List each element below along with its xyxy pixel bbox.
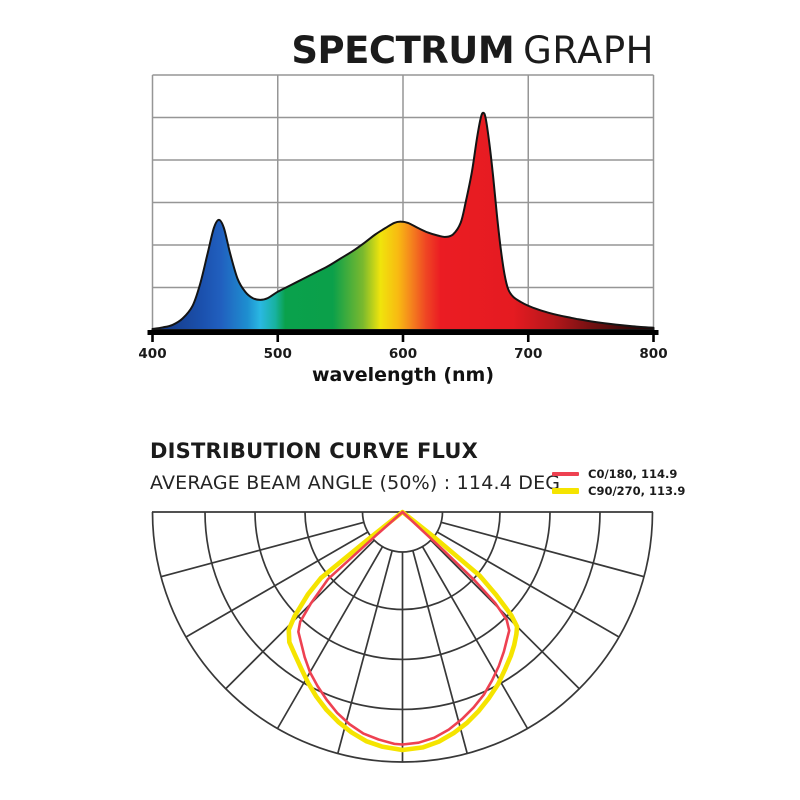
page-title: SPECTRUM GRAPH xyxy=(291,32,654,69)
polar-grid xyxy=(151,511,654,763)
polar-radial-line xyxy=(430,539,580,690)
polar-radial-line xyxy=(440,521,645,578)
polar-radial-line xyxy=(412,550,469,754)
x-tick-label: 700 xyxy=(514,346,542,362)
legend-swatch-red-line xyxy=(552,471,579,476)
polar-radial-line xyxy=(160,521,365,578)
distribution-curve-c90-270 xyxy=(286,509,520,753)
wavelength-axis-title: wavelength (nm) xyxy=(311,364,495,386)
distribution-chart xyxy=(151,509,654,763)
legend-item-c0-180: C0/180, 114.9 xyxy=(552,466,685,481)
polar-radial-line xyxy=(185,531,369,638)
polar-radial-line xyxy=(436,531,620,638)
x-tick-label: 600 xyxy=(389,346,417,362)
distribution-curve-c0-180 xyxy=(297,510,511,746)
x-tick-label: 400 xyxy=(138,346,166,362)
x-axis-ticks: 400 500 600 700 800 xyxy=(138,335,668,362)
legend-item-c90-270: C90/270, 113.9 xyxy=(552,483,686,498)
distribution-subtitle: AVERAGE BEAM ANGLE (50%) : 114.4 DEG xyxy=(150,472,561,494)
polar-radial-line xyxy=(336,550,393,754)
legend-label-c90-270: C90/270, 113.9 xyxy=(588,483,686,498)
distribution-legend: C0/180, 114.9 C90/270, 113.9 xyxy=(552,466,686,498)
distribution-title: DISTRIBUTION CURVE FLUX xyxy=(150,439,478,463)
x-tick-label: 800 xyxy=(639,346,667,362)
polar-radial-line xyxy=(225,539,375,690)
legend-swatch-yellow-line xyxy=(552,487,579,494)
page-title-strong: SPECTRUM xyxy=(291,29,515,72)
polar-radial-line xyxy=(421,546,529,729)
legend-label-c0-180: C0/180, 114.9 xyxy=(588,466,678,481)
spectrum-chart: 400 500 600 700 800 xyxy=(138,74,668,362)
x-tick-label: 500 xyxy=(264,346,292,362)
page-title-light: GRAPH xyxy=(523,29,654,72)
spectrum-curve xyxy=(151,111,655,331)
polar-radial-line xyxy=(276,546,384,729)
